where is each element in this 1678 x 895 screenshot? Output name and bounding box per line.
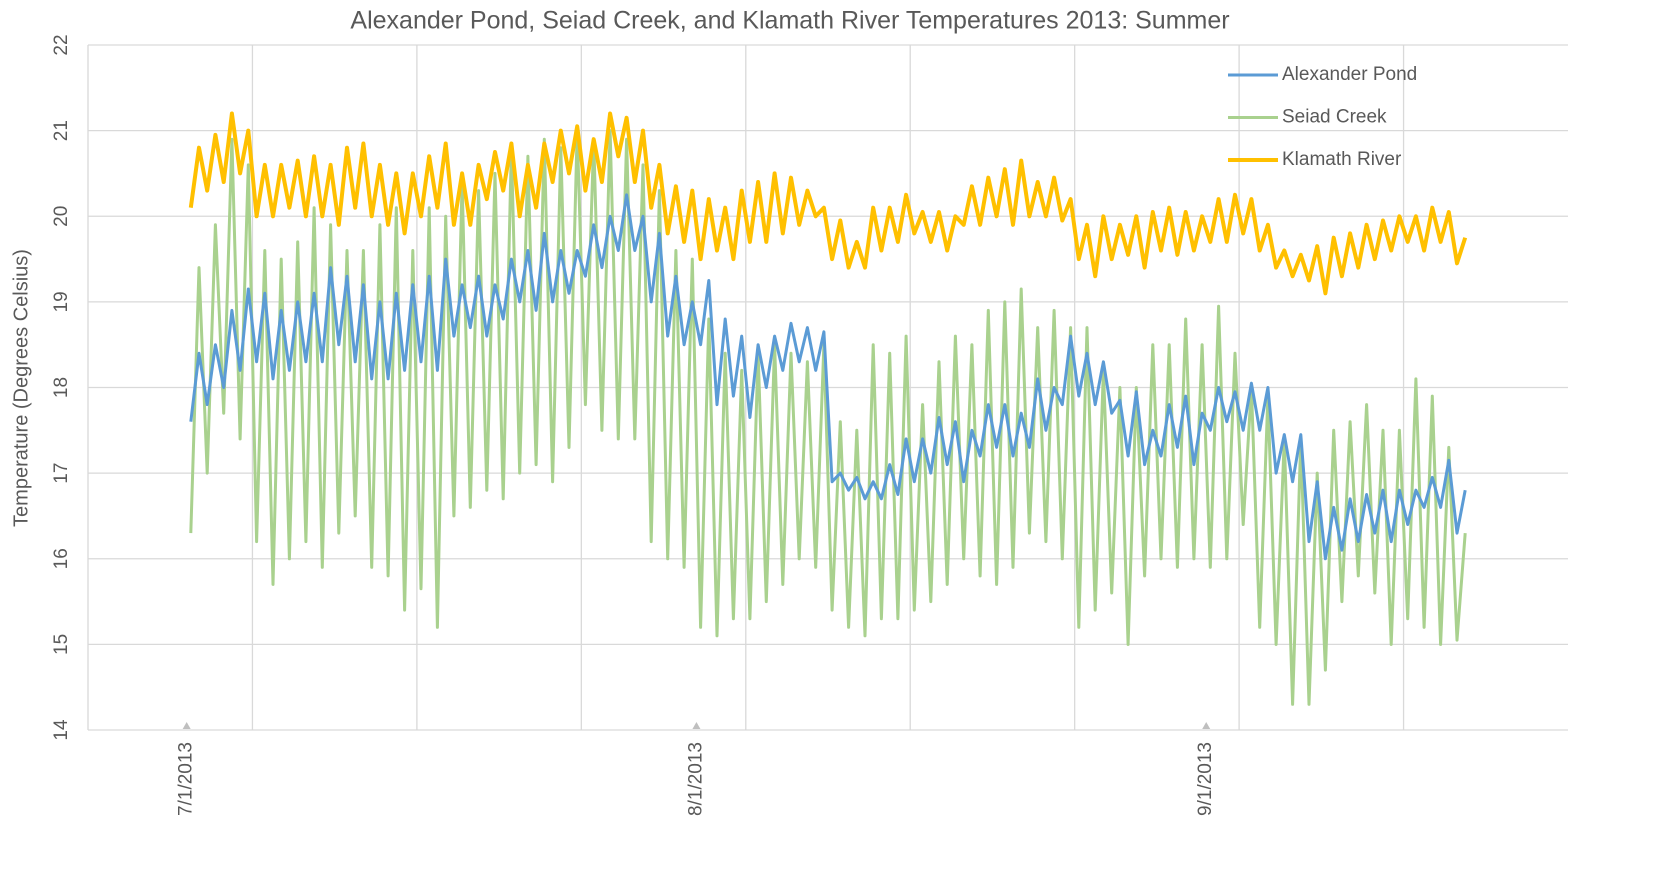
legend-label: Seiad Creek bbox=[1282, 107, 1387, 128]
legend-label: Alexander Pond bbox=[1282, 64, 1417, 85]
series-line bbox=[189, 193, 1467, 561]
series-line bbox=[189, 129, 1467, 706]
y-tick-label: 14 bbox=[51, 719, 72, 741]
y-tick-label: 18 bbox=[51, 377, 72, 398]
y-tick-label: 16 bbox=[51, 548, 72, 569]
legend-label: Klamath River bbox=[1282, 149, 1402, 170]
y-tick-label: 20 bbox=[51, 206, 72, 227]
y-axis-label: Temperature (Degrees Celsius) bbox=[10, 249, 32, 527]
y-tick-label: 17 bbox=[51, 463, 72, 484]
series-line bbox=[188, 111, 1468, 296]
x-tick-mark bbox=[692, 722, 701, 729]
x-tick-mark bbox=[182, 722, 191, 729]
y-tick-label: 21 bbox=[51, 120, 72, 141]
x-tick-label: 7/1/2013 bbox=[176, 742, 197, 816]
x-tick-mark bbox=[1202, 722, 1211, 729]
y-tick-label: 15 bbox=[51, 634, 72, 655]
x-tick-label: 9/1/2013 bbox=[1195, 742, 1216, 816]
chart-title: Alexander Pond, Seiad Creek, and Klamath… bbox=[350, 7, 1229, 35]
y-tick-label: 19 bbox=[51, 291, 72, 312]
x-tick-label: 8/1/2013 bbox=[685, 742, 706, 816]
y-tick-label: 22 bbox=[51, 34, 72, 55]
